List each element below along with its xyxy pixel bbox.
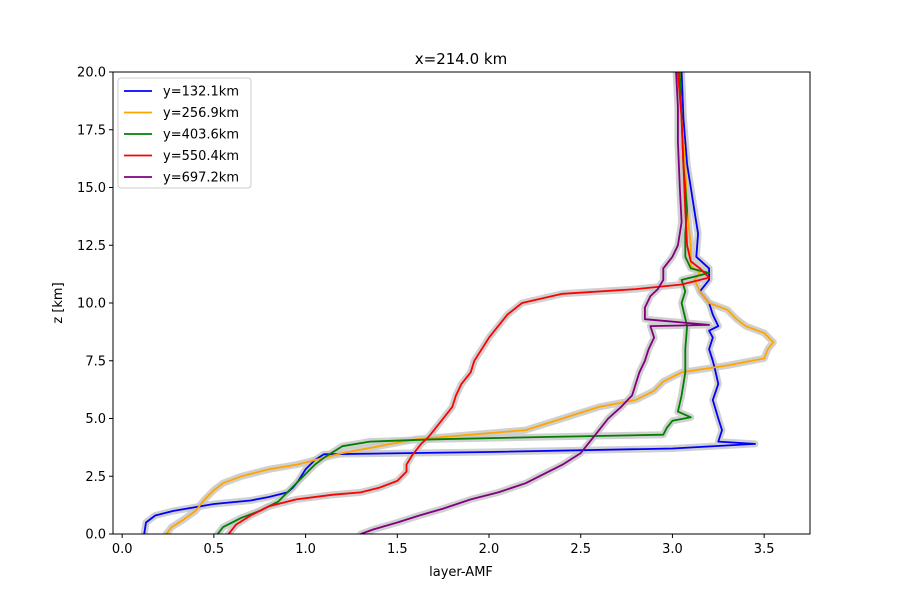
y-tick-label: 20.0 (77, 66, 106, 81)
y-tick-label: 15.0 (77, 181, 106, 196)
x-tick-label: 3.0 (662, 542, 683, 557)
legend-box (117, 77, 252, 189)
x-tick-label: 1.5 (387, 542, 408, 557)
series-line-3 (216, 72, 710, 534)
x-tick-label: 2.0 (479, 542, 500, 557)
y-axis-label: z [km] (51, 282, 66, 323)
y-tick-label: 2.5 (85, 470, 106, 485)
chart-title: x=214.0 km (415, 50, 507, 68)
y-tick-label: 7.5 (85, 354, 106, 369)
legend-label: y=550.4km (163, 149, 239, 164)
y-tick-label: 0.0 (85, 528, 106, 543)
x-tick-label: 1.0 (295, 542, 316, 557)
x-tick-label: 3.5 (754, 542, 775, 557)
plot-area (140, 72, 777, 534)
x-axis-label: layer-AMF (429, 565, 493, 580)
x-tick-label: 0.0 (112, 542, 133, 557)
legend-label: y=697.2km (163, 171, 239, 186)
y-tick-label: 5.0 (85, 412, 106, 427)
x-axis: 0.0 0.5 1.0 1.5 2.0 2.5 3.0 3.5 (112, 534, 775, 557)
legend-label: y=132.1km (163, 85, 239, 100)
x-tick-label: 0.5 (204, 542, 225, 557)
y-axis: 0.0 2.5 5.0 7.5 10.0 12.5 15.0 17.5 20.0 (77, 66, 113, 543)
legend-label: y=256.9km (163, 106, 239, 121)
series-line-1 (143, 72, 756, 534)
y-tick-label: 12.5 (77, 239, 106, 254)
series-line-5 (360, 72, 710, 534)
legend: y=132.1km y=256.9km y=403.6km y=550.4km y=69… (117, 77, 252, 189)
y-tick-label: 17.5 (77, 123, 106, 138)
x-tick-label: 2.5 (570, 542, 591, 557)
series-line-4 (227, 72, 710, 534)
y-tick-label: 10.0 (77, 297, 106, 312)
legend-label: y=403.6km (163, 128, 239, 143)
